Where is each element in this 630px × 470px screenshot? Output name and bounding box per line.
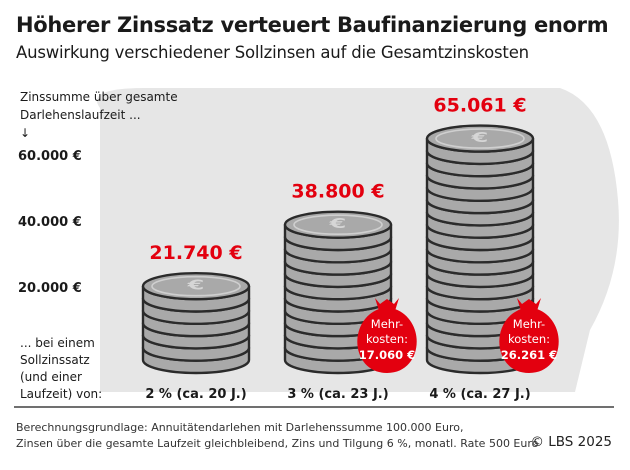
value-label: 38.800 €: [291, 181, 384, 203]
y-axis-ticks: 20.000 € 40.000 € 60.000 €: [18, 149, 82, 296]
value-label: 21.740 €: [149, 242, 242, 264]
y-tick-label: 60.000 €: [18, 149, 82, 164]
copyright: © LBS 2025: [530, 434, 612, 450]
money-bag-top: [375, 298, 399, 311]
chart-subtitle: Auswirkung verschiedener Sollzinsen auf …: [16, 43, 529, 62]
coin-face-rim: [151, 275, 241, 297]
y-axis-label-line: Zinssumme über gesamte: [20, 90, 178, 104]
extra-cost-label: kosten:: [366, 332, 408, 346]
coin-face: [283, 210, 393, 239]
y-axis-label-line: Darlehenslaufzeit ...: [20, 108, 141, 122]
coin-face-rim: [293, 214, 383, 235]
extra-cost-label: kosten:: [508, 332, 550, 346]
x-axis-label-line: ... bei einem: [20, 336, 95, 350]
category-label: 4 % (ca. 27 J.): [429, 387, 530, 402]
category-label: 3 % (ca. 23 J.): [287, 387, 388, 402]
source-line: Berechnungsgrundlage: Annuitätendarlehen…: [16, 421, 464, 434]
x-axis-label-line: Laufzeit) von:: [20, 387, 102, 401]
coin-stack: €65.061 € 4 % (ca. 27 J.) Mehr-kosten: 26.2…: [425, 95, 559, 402]
x-axis-label-line: (und einer: [20, 370, 82, 384]
y-tick-label: 20.000 €: [18, 281, 82, 296]
coin-face-rim: [435, 128, 525, 149]
euro-symbol: €: [470, 130, 488, 146]
euro-symbol: €: [186, 277, 204, 293]
category-label: 2 % (ca. 20 J.): [145, 387, 246, 402]
coin-stack-chart: Zinssumme über gesamte Darlehenslaufzeit …: [14, 88, 619, 408]
coin-face: [141, 272, 251, 301]
y-axis-label: Zinssumme über gesamte Darlehenslaufzeit …: [20, 90, 178, 140]
value-label: 65.061 €: [433, 95, 526, 117]
euro-symbol: €: [328, 216, 346, 232]
money-bag-body: [357, 309, 417, 373]
y-axis-label-line: ↓: [20, 126, 30, 140]
chart-title: Höherer Zinssatz verteuert Baufinanzieru…: [16, 13, 609, 37]
x-axis-label-line: Sollzinssatz: [20, 353, 90, 367]
extra-cost-value: 17.060 €: [359, 348, 415, 362]
coin-face: [425, 124, 535, 153]
source-line: Zinsen über die gesamte Laufzeit gleichb…: [16, 437, 539, 450]
y-tick-label: 40.000 €: [18, 215, 82, 230]
extra-cost-label: Mehr-: [513, 317, 545, 331]
x-axis-label: ... bei einem Sollzinssatz (und einer Laufz…: [20, 336, 102, 401]
source-note: Berechnungsgrundlage: Annuitätendarlehen…: [16, 420, 538, 452]
extra-cost-label: Mehr-: [371, 317, 403, 331]
coin-stack: €38.800 € 3 % (ca. 23 J.) Mehr-kosten: 17.0…: [283, 181, 417, 402]
coin-stack: €21.740 € 2 % (ca. 20 J.): [141, 242, 251, 402]
coin-stacks: €21.740 € 2 % (ca. 20 J.) €38.800 € 3 % (ca…: [141, 95, 559, 402]
money-bag-top: [517, 298, 541, 311]
money-bag-body: [499, 309, 559, 373]
extra-cost-value: 26.261 €: [501, 348, 557, 362]
